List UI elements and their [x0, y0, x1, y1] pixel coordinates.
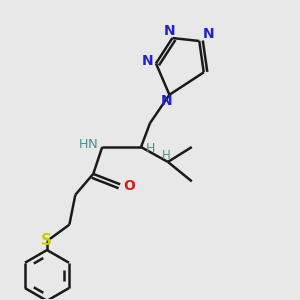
Text: N: N — [164, 24, 175, 38]
Text: N: N — [202, 27, 214, 41]
Text: N: N — [142, 54, 153, 68]
Text: H: H — [162, 149, 171, 162]
Text: H: H — [79, 138, 88, 151]
Text: H: H — [145, 142, 155, 155]
Text: S: S — [41, 233, 52, 248]
Text: N: N — [88, 138, 98, 151]
Text: O: O — [123, 179, 135, 193]
Text: N: N — [160, 94, 172, 108]
